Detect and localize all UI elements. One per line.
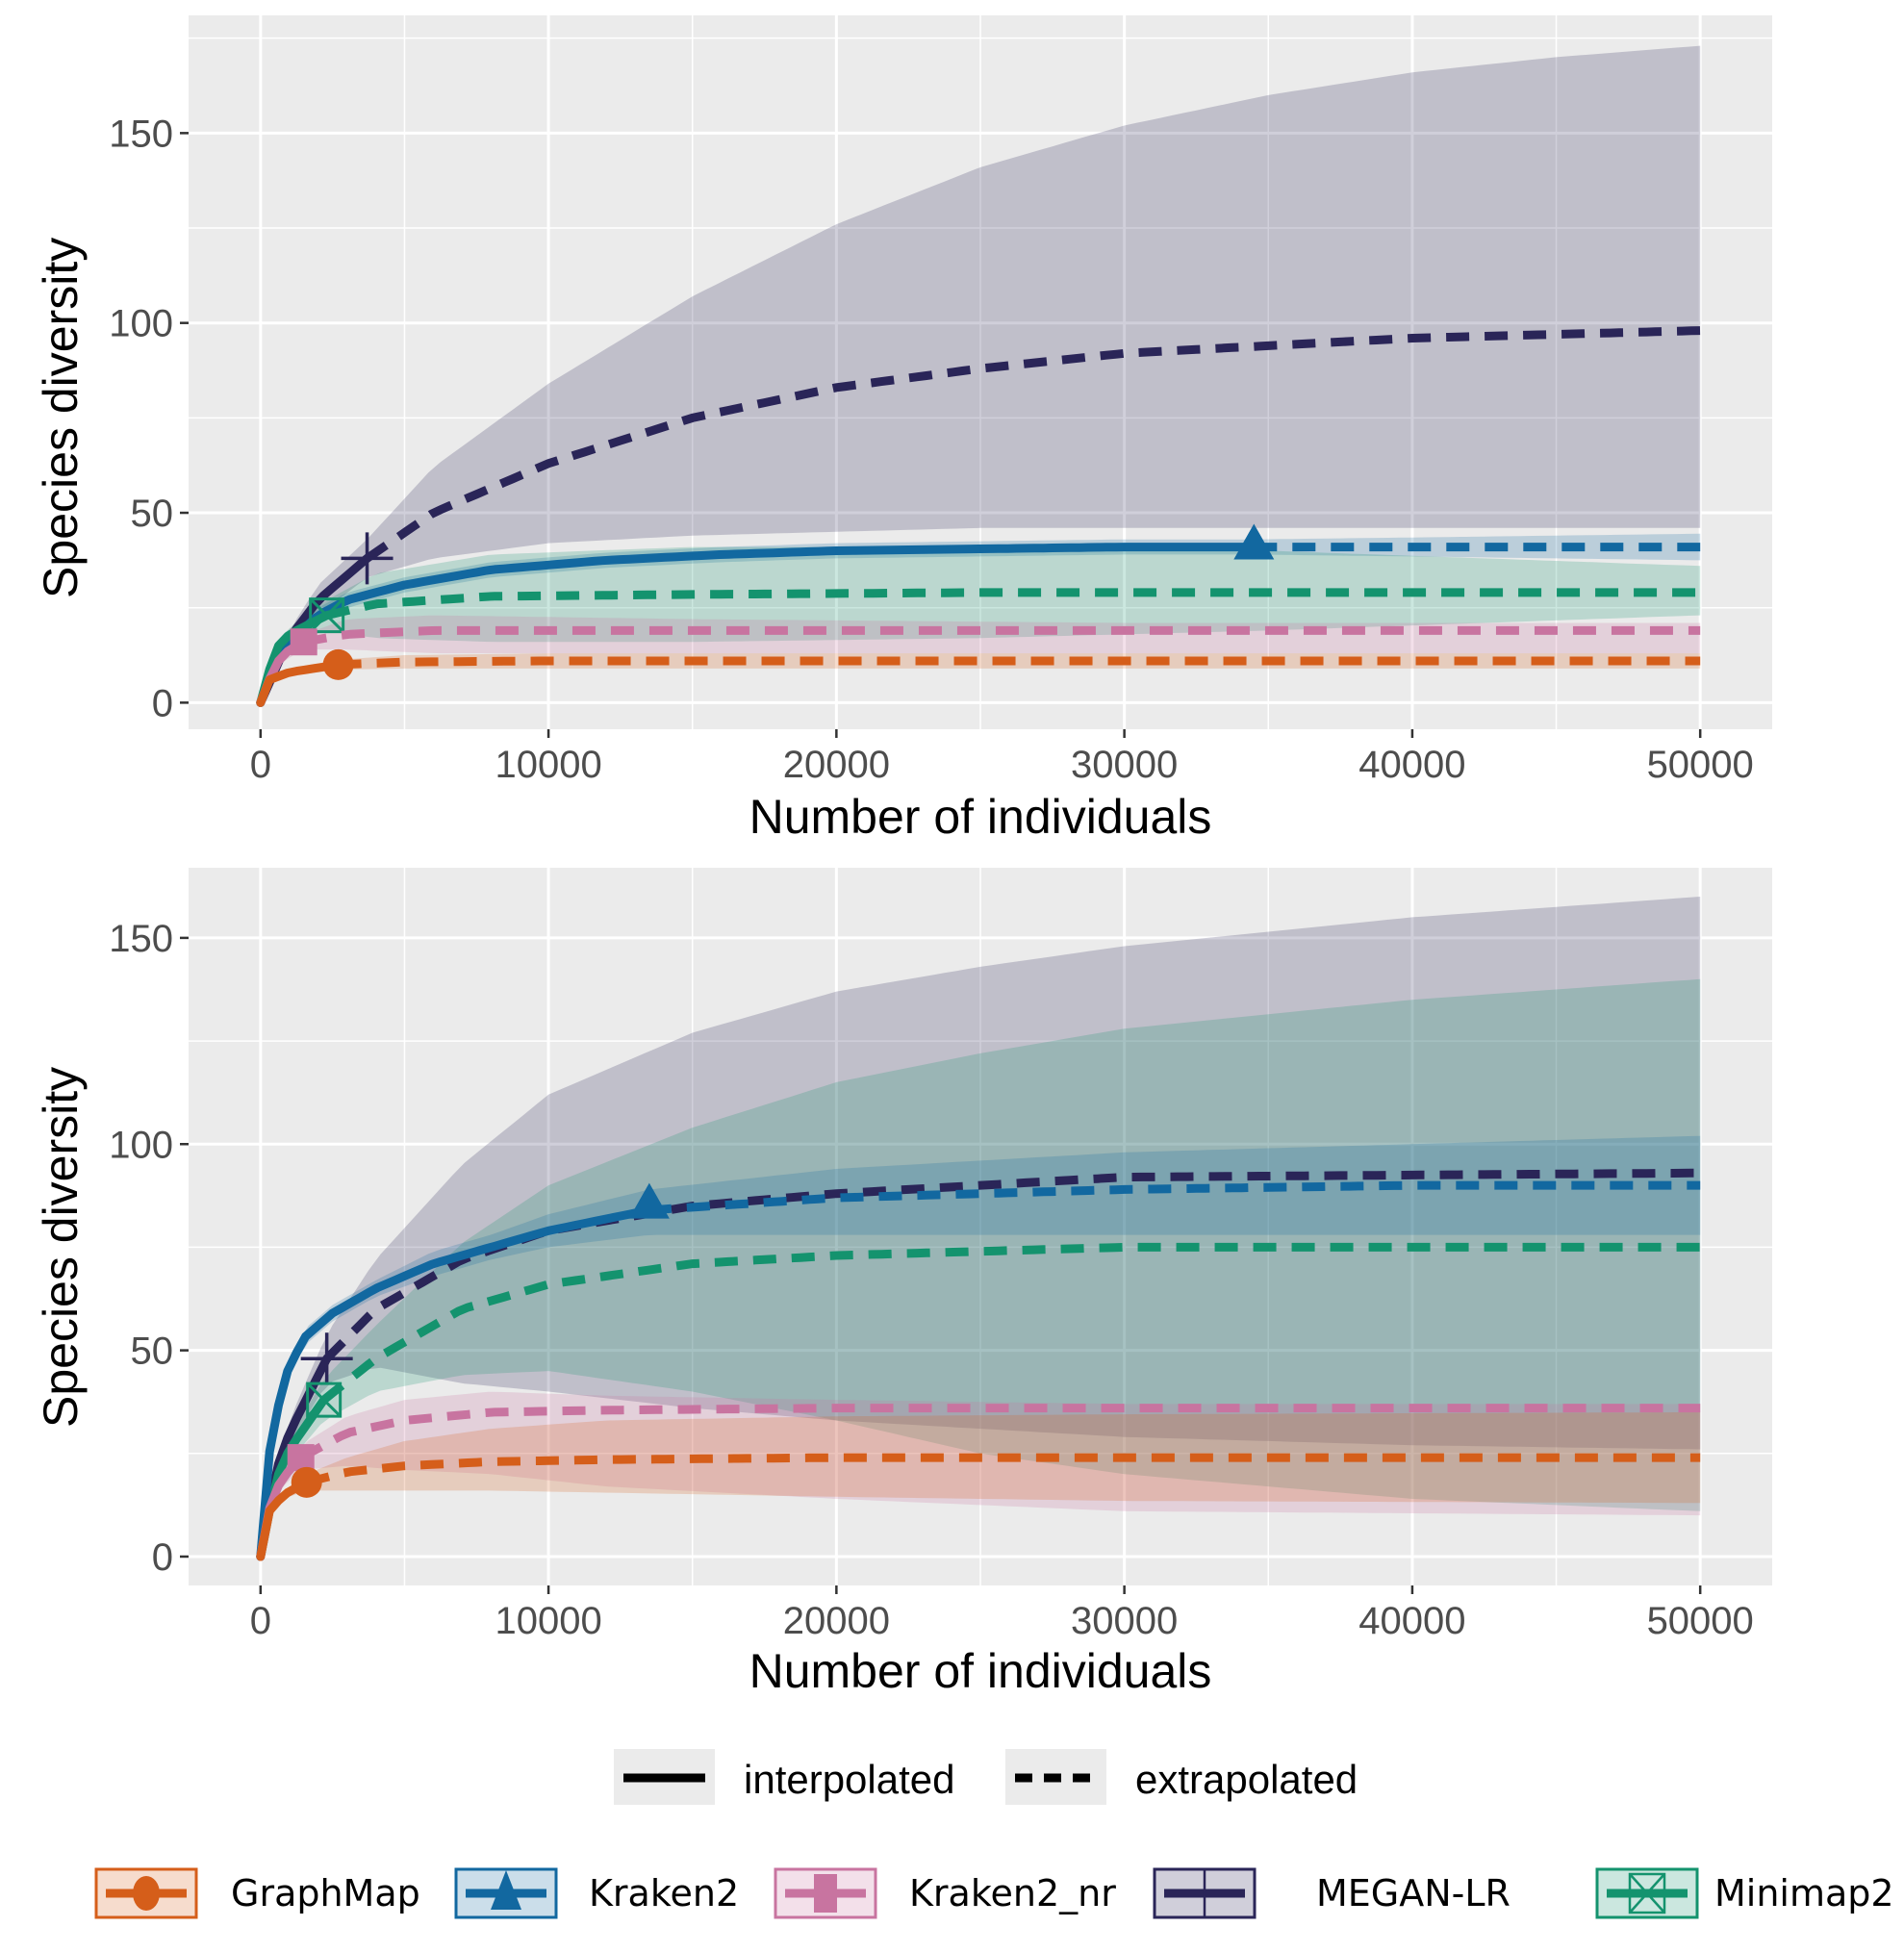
- interpolated-line-kraken2: [256, 543, 1258, 707]
- linetype-legend: interpolated extrapolated: [614, 1749, 1358, 1805]
- x-tick-label: 30000: [1071, 744, 1178, 786]
- reference-point-kraken2: [1233, 523, 1275, 560]
- plot-panel-bottom: 0 50 100 150 0 10000 20000 30000 40000 50000 Numbe…: [34, 868, 1772, 1698]
- x-tick-label: 30000: [1071, 1600, 1178, 1642]
- confidence-band-kraken2: [260, 533, 1701, 703]
- legend-label-interpolated: interpolated: [744, 1757, 955, 1802]
- extrapolated-line-kraken2-nr: [302, 625, 1701, 646]
- x-tick-label: 10000: [495, 744, 601, 786]
- legend-label-minimap2: Minimap2: [1714, 1872, 1894, 1914]
- x-tick-label: 50000: [1647, 744, 1754, 786]
- legend-item-kraken2-nr: Kraken2_nr: [774, 1867, 1116, 1919]
- confidence-band-minimap2: [260, 546, 1701, 703]
- x-tick-label: 10000: [495, 1600, 601, 1642]
- series-legend: GraphMap Kraken2 Kraken2_nr MEGAN-LR Minimap…: [94, 1867, 1894, 1919]
- y-tick-label: 100: [109, 303, 173, 345]
- legend-label-kraken2-nr: Kraken2_nr: [909, 1872, 1116, 1914]
- y-tick-label: 100: [109, 1124, 173, 1166]
- y-tick-label: 150: [109, 918, 173, 960]
- square-x-marker-icon: [1628, 1872, 1666, 1914]
- legend-item-minimap2: Minimap2: [1595, 1867, 1894, 1919]
- y-tick-label: 50: [131, 493, 174, 535]
- extrapolated-line-graphmap: [305, 1453, 1701, 1487]
- y-axis-title: Species diversity: [34, 238, 88, 598]
- x-tick-label: 40000: [1358, 744, 1465, 786]
- plot-panel-top: 0 50 100 150 0 10000 20000 30000 40000 50000 Numbe…: [34, 15, 1772, 844]
- reference-point-minimap2: [306, 1382, 343, 1418]
- legend-item-graphmap: GraphMap: [94, 1867, 420, 1919]
- reference-point-megan-lr: [300, 1332, 353, 1385]
- y-tick-label: 150: [109, 113, 173, 155]
- interpolated-line-kraken2: [256, 1202, 654, 1561]
- extrapolated-line-kraken2: [647, 1180, 1701, 1214]
- y-tick-label: 0: [152, 1536, 173, 1579]
- reference-point-kraken2-nr: [290, 628, 317, 656]
- legend-label-extrapolated: extrapolated: [1135, 1757, 1358, 1802]
- confidence-band-graphmap: [260, 653, 1701, 703]
- legend-label-kraken2: Kraken2: [589, 1872, 739, 1914]
- y-axis-title: Species diversity: [34, 1067, 88, 1428]
- reference-point-graphmap: [322, 648, 354, 680]
- reference-point-megan-lr: [341, 532, 393, 585]
- extrapolated-line-kraken2-nr: [298, 1404, 1701, 1462]
- confidence-band-graphmap: [260, 1411, 1701, 1557]
- confidence-band-megan-lr: [260, 897, 1701, 1557]
- reference-point-graphmap: [291, 1466, 322, 1498]
- x-tick-label: 0: [250, 1600, 271, 1642]
- legend-label-graphmap: GraphMap: [231, 1872, 420, 1914]
- triangle-marker-icon: [491, 1870, 521, 1910]
- x-axis-title: Number of individuals: [749, 1644, 1212, 1698]
- y-tick-label: 50: [131, 1331, 174, 1373]
- reference-point-kraken2: [628, 1182, 670, 1219]
- x-tick-label: 20000: [783, 1600, 890, 1642]
- x-axis-title: Number of individuals: [749, 790, 1212, 844]
- legend-label-megan-lr: MEGAN-LR: [1316, 1872, 1511, 1914]
- confidence-band-kraken2-nr: [260, 1391, 1701, 1557]
- legend-item-kraken2: Kraken2: [454, 1867, 739, 1919]
- x-tick-label: 50000: [1647, 1600, 1754, 1642]
- extrapolated-line-megan-lr: [365, 326, 1701, 563]
- x-tick-label: 0: [250, 744, 271, 786]
- legend-item-megan-lr: MEGAN-LR: [1153, 1867, 1511, 1919]
- extrapolated-line-graphmap: [338, 656, 1701, 670]
- confidence-band-megan-lr: [260, 45, 1701, 703]
- x-tick-label: 40000: [1358, 1600, 1465, 1642]
- square-marker-icon: [814, 1874, 837, 1913]
- confidence-band-kraken2-nr: [260, 615, 1701, 703]
- y-tick-label: 0: [152, 682, 173, 724]
- circle-marker-icon: [133, 1876, 160, 1911]
- x-tick-label: 20000: [783, 744, 890, 786]
- reference-point-kraken2-nr: [287, 1444, 315, 1472]
